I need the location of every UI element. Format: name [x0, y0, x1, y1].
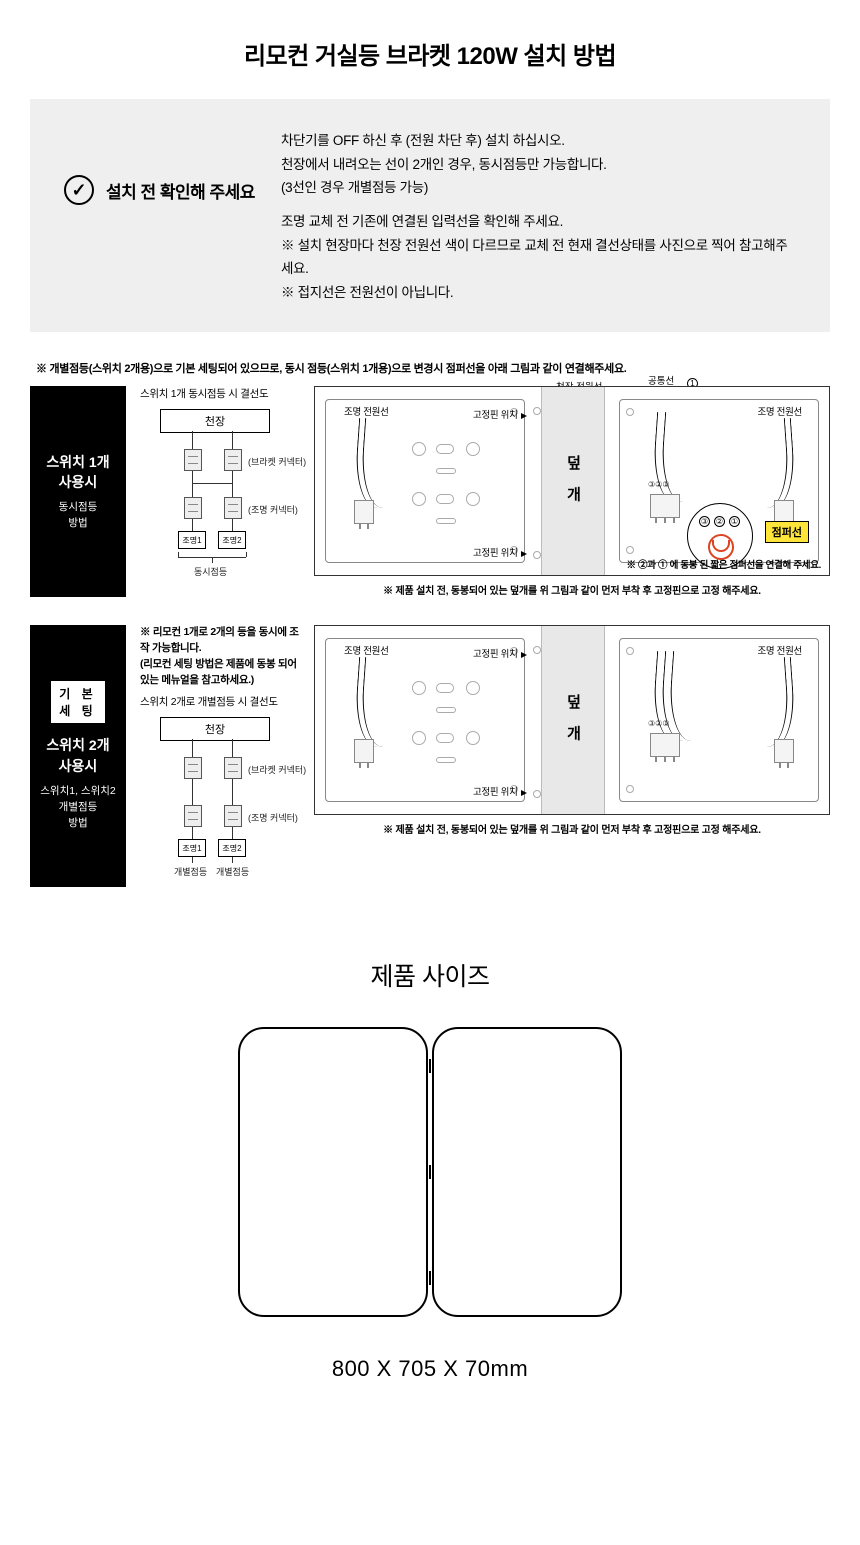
section-note: ※ 개별점등(스위치 2개용)으로 기본 세팅되어 있으므로, 동시 점등(스위… — [36, 360, 830, 376]
brace-label: 개별점등 — [174, 865, 207, 878]
section-2: 천장 전원선 (3선) 공통선 12 기 본 세 팅 스위치 2개 사용시 스위… — [30, 625, 830, 887]
light-power-label: 조명 전원선 — [344, 643, 389, 657]
mode-title: 스위치 2개 사용시 — [46, 735, 109, 776]
mode-sub: 스위치1, 스위치2 개별점등 방법 — [40, 784, 115, 831]
brace-label: 개별점등 — [216, 865, 249, 878]
page-title: 리모컨 거실등 브라켓 120W 설치 방법 — [30, 0, 830, 99]
under-note: ※ 제품 설치 전, 동봉되어 있는 덮개를 위 그림과 같이 먼저 부착 후 … — [314, 821, 830, 836]
callout-nums: ③ ② ① — [698, 516, 741, 527]
cover-label: 덮 개 — [563, 694, 584, 746]
size-figure — [238, 1027, 622, 1317]
brace-label: 동시점등 — [194, 565, 227, 578]
terminal-icon — [774, 739, 794, 763]
wiring-diagram: 스위치 1개 동시점등 시 결선도 천장 (브라켓 커넥터) (조명 커넥터) — [136, 386, 304, 597]
light-power-label: 조명 전원선 — [757, 404, 802, 418]
mode-sub: 동시점등 방법 — [59, 500, 98, 532]
terminal-icon — [354, 739, 374, 763]
precheck-note: ※ 설치 현장마다 천장 전원선 색이 다르므로 교체 전 현재 결선상태를 사… — [281, 234, 796, 281]
mode-title: 스위치 1개 사용시 — [46, 452, 109, 493]
pin-label: 고정핀 위치 — [473, 646, 527, 660]
cover-strip: 덮 개 — [541, 626, 605, 814]
lamp-box: 조명2 — [218, 839, 246, 857]
size-title: 제품 사이즈 — [30, 957, 830, 993]
wiring-label: 스위치 2개로 개별점등 시 결선도 — [140, 694, 300, 709]
wiring-diagram: ※ 리모컨 1개로 2개의 등을 동시에 조작 가능합니다. (리모컨 세팅 방… — [136, 625, 304, 887]
connector-icon — [184, 757, 202, 779]
section-note: ※ 리모컨 1개로 2개의 등을 동시에 조작 가능합니다. (리모컨 세팅 방… — [140, 625, 300, 688]
connector-icon — [184, 449, 202, 471]
section-1: ※ 개별점등(스위치 2개용)으로 기본 세팅되어 있으므로, 동시 점등(스위… — [30, 360, 830, 597]
precheck-line: 천장에서 내려오는 선이 2개인 경우, 동시점등만 가능합니다. — [281, 153, 796, 177]
connector-icon — [224, 497, 242, 519]
precheck-box: ✓ 설치 전 확인해 주세요 차단기를 OFF 하신 후 (전원 차단 후) 설… — [30, 99, 830, 332]
lamp-box: 조명1 — [178, 531, 206, 549]
connector-icon — [224, 757, 242, 779]
connector-icon — [184, 805, 202, 827]
mode-badge: 기 본 세 팅 — [51, 681, 104, 723]
precheck-line: (3선인 경우 개별점등 가능) — [281, 176, 796, 200]
connector-label: (브라켓 커넥터) — [248, 455, 306, 468]
terminal-nums: ③②① — [648, 719, 670, 728]
precheck-note: ※ 접지선은 전원선이 아닙니다. — [281, 281, 796, 305]
cover-label: 덮 개 — [563, 455, 584, 507]
lamp-box: 조명2 — [218, 531, 246, 549]
connector-icon — [224, 805, 242, 827]
precheck-block1: 차단기를 OFF 하신 후 (전원 차단 후) 설치 하십시오. 천장에서 내려… — [281, 129, 796, 200]
bracket-diagram: 조명 전원선 — [314, 625, 830, 887]
ceiling-box: 천장 — [160, 717, 270, 741]
size-panel — [238, 1027, 428, 1317]
jumper-note: ※ ②과 ① 에 동봉 된 짧은 점퍼선을 연결해 주세요. — [627, 557, 821, 571]
connector-label: (조명 커넥터) — [248, 811, 298, 824]
terminal-nums: ③②① — [648, 480, 670, 489]
precheck-block2: 조명 교체 전 기존에 연결된 입력선을 확인해 주세요. ※ 설치 현장마다 … — [281, 210, 796, 305]
bracket-diagram: 조명 전원선 — [314, 386, 830, 597]
size-panel — [432, 1027, 622, 1317]
product-size: 제품 사이즈 800 X 705 X 70mm — [30, 957, 830, 1382]
cover-strip: 덮 개 — [541, 387, 605, 575]
mode-box: 스위치 1개 사용시 동시점등 방법 — [30, 386, 126, 597]
bracket-panel: 조명 전원선 — [325, 399, 525, 563]
terminal-icon — [354, 500, 374, 524]
lamp-box: 조명1 — [178, 839, 206, 857]
jumper-tag: 점퍼선 — [765, 521, 809, 543]
check-icon: ✓ — [64, 175, 94, 205]
light-power-label: 조명 전원선 — [757, 643, 802, 657]
bracket-panel: 조명 전원선 — [325, 638, 525, 802]
precheck-line: 차단기를 OFF 하신 후 (전원 차단 후) 설치 하십시오. — [281, 129, 796, 153]
bracket-panel: 조명 전원선 ③②① — [619, 638, 819, 802]
terminal-icon — [650, 494, 680, 518]
ceiling-box: 천장 — [160, 409, 270, 433]
connector-icon — [184, 497, 202, 519]
wiring-label: 스위치 1개 동시점등 시 결선도 — [140, 386, 300, 401]
connector-label: (브라켓 커넥터) — [248, 763, 306, 776]
pin-label: 고정핀 위치 — [473, 407, 527, 421]
precheck-lead: 조명 교체 전 기존에 연결된 입력선을 확인해 주세요. — [281, 210, 796, 234]
connector-icon — [224, 449, 242, 471]
pin-label: 고정핀 위치 — [473, 545, 527, 559]
precheck-heading: 설치 전 확인해 주세요 — [106, 178, 255, 203]
pin-label: 고정핀 위치 — [473, 784, 527, 798]
mode-box: 기 본 세 팅 스위치 2개 사용시 스위치1, 스위치2 개별점등 방법 — [30, 625, 126, 887]
light-power-label: 조명 전원선 — [344, 404, 389, 418]
size-dimensions: 800 X 705 X 70mm — [30, 1356, 830, 1382]
under-note: ※ 제품 설치 전, 동봉되어 있는 덮개를 위 그림과 같이 먼저 부착 후 … — [314, 582, 830, 597]
connector-label: (조명 커넥터) — [248, 503, 298, 516]
terminal-icon — [650, 733, 680, 757]
